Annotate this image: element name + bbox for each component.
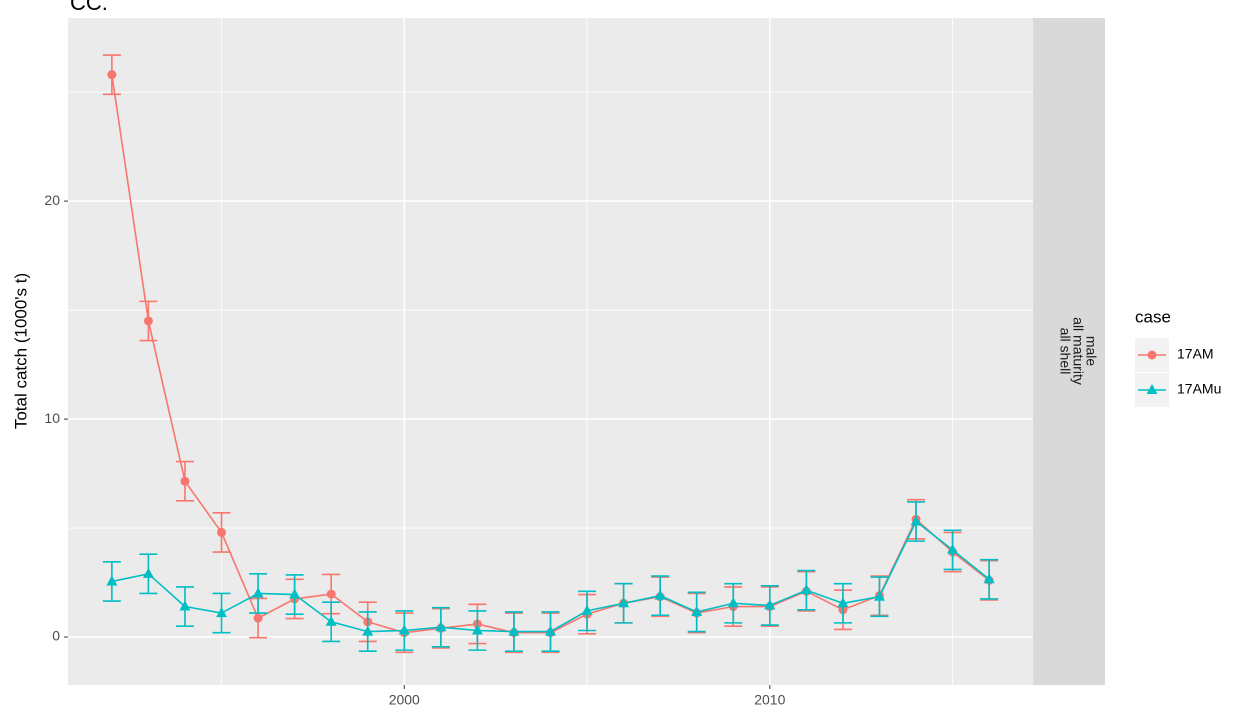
point (143, 316, 153, 326)
point (253, 613, 263, 623)
point (508, 625, 520, 636)
point (837, 597, 849, 608)
strip (1033, 18, 1105, 685)
legend-title: case (1135, 307, 1171, 326)
point (398, 624, 410, 635)
point (179, 600, 191, 611)
point (983, 573, 995, 584)
legend-key-point (1147, 350, 1157, 360)
point (216, 607, 228, 618)
point (545, 625, 556, 636)
legend-label: 17AMu (1177, 381, 1221, 397)
point (873, 590, 885, 601)
y-tick-label: 20 (44, 192, 60, 208)
point (910, 515, 922, 526)
point (471, 624, 483, 635)
strip-label: all maturity (1070, 317, 1086, 385)
point (289, 588, 301, 599)
point (618, 597, 630, 608)
chart-title: CC. (70, 0, 108, 15)
legend-label: 17AM (1177, 346, 1214, 362)
point (362, 625, 374, 636)
point (325, 615, 337, 626)
x-tick-label: 2000 (389, 692, 420, 708)
y-tick-label: 0 (52, 628, 60, 644)
point (691, 605, 703, 616)
point (435, 621, 447, 632)
legend-key-point (1146, 384, 1158, 394)
y-tick-label: 10 (44, 410, 60, 426)
strip-label: all shell (1057, 328, 1073, 375)
point (947, 543, 959, 554)
point (727, 597, 739, 608)
point (252, 587, 264, 598)
y-axis-label: Total catch (1000's t) (11, 273, 30, 429)
point (106, 575, 118, 586)
panel (68, 18, 1033, 685)
point (326, 589, 336, 599)
point (800, 584, 812, 595)
point (180, 476, 190, 486)
point (654, 589, 666, 600)
x-tick-label: 2010 (754, 692, 785, 708)
point (107, 70, 117, 80)
point (764, 599, 776, 610)
point (581, 604, 593, 615)
point (142, 567, 154, 578)
point (217, 527, 227, 537)
strip-label: male (1083, 336, 1099, 367)
